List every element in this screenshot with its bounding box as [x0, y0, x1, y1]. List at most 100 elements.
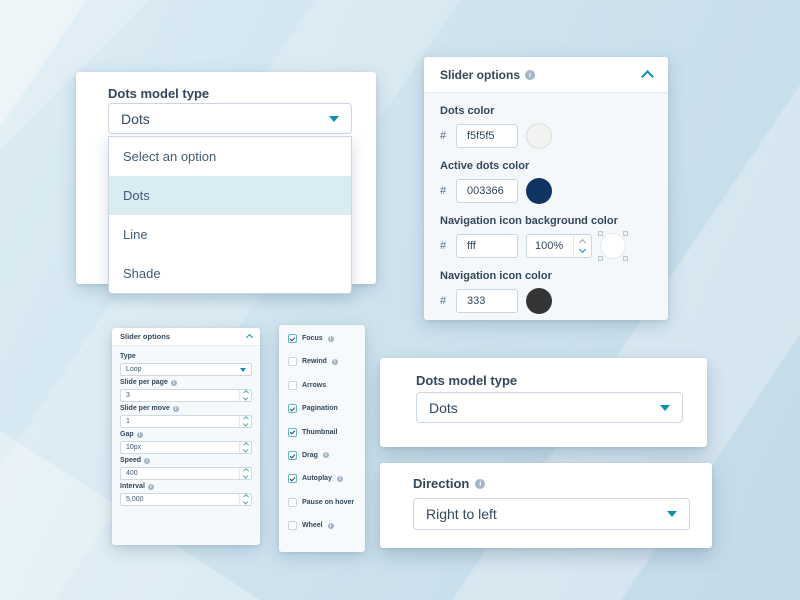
interval-input[interactable]: 5,000: [120, 493, 252, 506]
info-icon[interactable]: [525, 69, 536, 80]
info-icon[interactable]: [147, 483, 154, 490]
dots-model-type-select[interactable]: Dots: [416, 392, 683, 423]
slide-per-move-label: Slide per move: [120, 405, 252, 412]
gap-label: Gap: [120, 431, 252, 438]
dropdown-option-shade[interactable]: Shade: [123, 266, 161, 281]
info-icon[interactable]: [322, 452, 329, 459]
selection-handle: [623, 231, 628, 236]
info-icon[interactable]: [136, 431, 143, 438]
panel-title: Slider options: [440, 67, 521, 82]
checkbox-focus[interactable]: Focus: [288, 333, 361, 344]
stepper-down-icon[interactable]: [578, 245, 587, 254]
checkbox-icon[interactable]: [288, 474, 297, 484]
chevron-down-icon: [660, 404, 670, 411]
checkbox-icon[interactable]: [288, 404, 297, 414]
chevron-down-icon: [240, 367, 246, 372]
selection-handle: [598, 256, 603, 261]
direction-card: Direction Right to left: [380, 463, 712, 548]
info-icon[interactable]: [475, 478, 486, 489]
checkbox-icon[interactable]: [288, 427, 297, 437]
slider-options-mini-panel: Slider options Type Loop Slide per page …: [112, 328, 260, 545]
checkbox-rewind[interactable]: Rewind: [288, 356, 361, 367]
selection-handle: [623, 256, 628, 261]
interval-label: Interval: [120, 483, 252, 490]
nav-icon-bg-color-label: Navigation icon background color: [440, 215, 618, 227]
active-dots-color-label: Active dots color: [440, 160, 530, 172]
nav-icon-color-input[interactable]: 333: [456, 289, 518, 313]
speed-label: Speed: [120, 457, 252, 464]
slider-toggles-panel: Focus Rewind Arrows Pagination Thumbnail…: [279, 325, 365, 552]
dropdown-list: Select an option Dots Line Shade: [108, 136, 352, 294]
select-value: Dots: [121, 110, 150, 127]
stepper-down-icon[interactable]: [242, 421, 249, 427]
nav-icon-color-label: Navigation icon color: [440, 270, 552, 282]
checkbox-pagination[interactable]: Pagination: [288, 403, 361, 414]
nav-icon-color-swatch[interactable]: [526, 288, 552, 314]
stepper-down-icon[interactable]: [242, 447, 249, 453]
slide-per-move-input[interactable]: 1: [120, 415, 252, 428]
dots-color-swatch[interactable]: [526, 123, 552, 149]
hash-prefix: #: [440, 295, 447, 307]
type-select[interactable]: Loop: [120, 363, 252, 376]
checkbox-thumbnail[interactable]: Thumbnail: [288, 427, 361, 438]
checkbox-icon[interactable]: [288, 497, 297, 507]
stepper-down-icon[interactable]: [242, 395, 249, 401]
select-value: Dots: [429, 399, 458, 416]
hash-prefix: #: [440, 240, 447, 252]
info-icon[interactable]: [331, 358, 338, 365]
checkbox-icon[interactable]: [288, 357, 297, 367]
swatch-circle: [600, 233, 626, 259]
hash-prefix: #: [440, 185, 447, 197]
select-value: Loop: [126, 366, 142, 373]
dropdown-option-dots[interactable]: Dots: [109, 176, 351, 215]
dots-model-type-open-card: Dots model type Dots Select an option Do…: [76, 72, 376, 294]
slide-per-page-input[interactable]: 3: [120, 389, 252, 402]
checkbox-icon[interactable]: [288, 380, 297, 390]
checkbox-wheel[interactable]: Wheel: [288, 520, 361, 531]
direction-label: Direction: [413, 476, 486, 491]
stepper-down-icon[interactable]: [242, 499, 249, 505]
dots-model-type-label: Dots model type: [416, 373, 518, 388]
info-icon[interactable]: [336, 475, 343, 482]
collapse-chevron-icon[interactable]: [641, 70, 654, 83]
checkbox-autoplay[interactable]: Autoplay: [288, 473, 361, 484]
slide-per-page-label: Slide per page: [120, 379, 252, 386]
checkbox-icon[interactable]: [288, 334, 297, 343]
chevron-down-icon: [329, 115, 339, 122]
checkbox-arrows[interactable]: Arrows: [288, 380, 361, 391]
nav-icon-bg-color-swatch[interactable]: [598, 231, 628, 261]
select-value: Right to left: [426, 506, 497, 522]
info-icon[interactable]: [170, 379, 177, 386]
hash-prefix: #: [440, 130, 447, 142]
info-icon[interactable]: [144, 457, 151, 464]
active-dots-color-input[interactable]: 003366: [456, 179, 518, 203]
checkbox-drag[interactable]: Drag: [288, 450, 361, 461]
opacity-value: 100%: [535, 240, 564, 252]
gap-input[interactable]: 10px: [120, 441, 252, 454]
speed-input[interactable]: 400: [120, 467, 252, 480]
direction-select[interactable]: Right to left: [413, 498, 690, 530]
checkbox-icon[interactable]: [288, 450, 297, 460]
info-icon[interactable]: [327, 335, 334, 342]
panel-title: Slider options: [120, 332, 171, 341]
stepper-down-icon[interactable]: [242, 473, 249, 479]
type-label: Type: [120, 353, 136, 360]
info-icon[interactable]: [327, 522, 334, 529]
checkbox-pause-on-hover[interactable]: Pause on hover: [288, 497, 361, 508]
dropdown-option-line[interactable]: Line: [123, 227, 148, 242]
opacity-stepper[interactable]: 100%: [526, 234, 592, 258]
active-dots-color-swatch[interactable]: [526, 178, 552, 204]
dots-model-type-select[interactable]: Dots: [108, 103, 352, 134]
dots-color-label: Dots color: [440, 105, 495, 117]
chevron-down-icon: [667, 511, 677, 517]
info-icon[interactable]: [172, 405, 179, 412]
dots-model-type-label: Dots model type: [108, 86, 210, 101]
collapse-chevron-icon[interactable]: [245, 333, 254, 342]
nav-icon-bg-color-input[interactable]: fff: [456, 234, 518, 258]
dropdown-option-placeholder[interactable]: Select an option: [123, 149, 217, 164]
slider-options-color-panel: Slider options Dots color # f5f5f5 Activ…: [424, 57, 668, 320]
selection-handle: [598, 231, 603, 236]
checkbox-icon[interactable]: [288, 521, 297, 531]
dots-color-input[interactable]: f5f5f5: [456, 124, 518, 148]
